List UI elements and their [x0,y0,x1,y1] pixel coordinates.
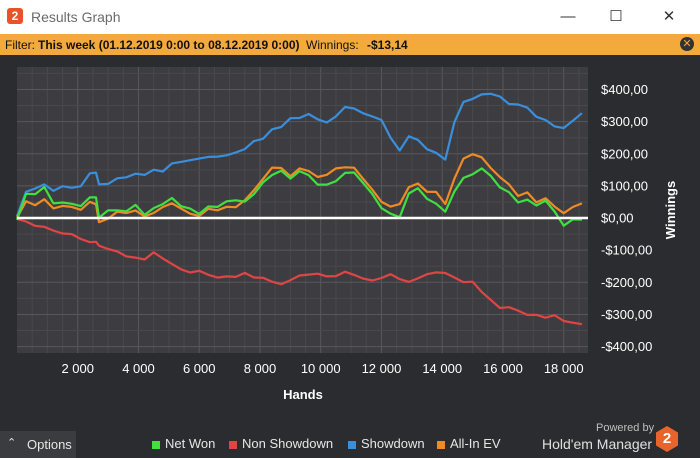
y-tick-label: $200,00 [601,146,648,161]
minimize-button[interactable]: — [560,8,576,25]
y-axis-label: Winnings [663,181,678,239]
series-line-showdown [15,92,583,217]
chevron-up-icon: ⌃ [7,437,17,449]
series-lines [15,92,588,326]
powered-by-text: Powered by [596,422,655,434]
y-tick-label: $100,00 [601,178,648,193]
y-tick-label: -$300,00 [601,307,652,322]
x-tick-label: 16 000 [483,361,523,376]
legend-label: Non Showdown [242,436,334,451]
x-axis-label: Hands [283,387,323,402]
app-logo-icon: 2 [7,8,23,24]
results-chart: 2 000 4 000 6 000 8 000 10 000 12 000 14 000 16… [0,55,700,431]
legend-swatch [348,440,356,449]
legend-swatch [152,440,160,449]
legend-label: Showdown [361,436,425,451]
winnings-label: Winnings: [306,38,359,52]
grid [17,67,588,353]
series-line-non-showdown [16,217,583,326]
x-tick-label: 10 000 [301,361,341,376]
series-line-all-in-ev [16,153,583,224]
legend-label: Net Won [165,436,216,451]
legend-item-non-showdown: Non Showdown [229,436,333,451]
title-bar: 2 Results Graph — ☐ ✕ [0,0,700,34]
series-line-net-won [15,167,582,227]
winnings-value: -$13,14 [367,38,408,52]
close-button[interactable]: ✕ [662,8,676,25]
legend-swatch [229,440,237,449]
legend-item-allin-ev: All-In EV [437,436,501,451]
product-name: Hold'em Manager [542,436,653,452]
legend-label: All-In EV [450,436,501,451]
x-tick-label: 14 000 [422,361,462,376]
x-tick-label: 18 000 [544,361,584,376]
x-tick-label: 12 000 [362,361,402,376]
window-title: Results Graph [31,9,121,25]
y-tick-label: $0,00 [601,211,634,226]
plot-area [17,67,588,353]
y-tick-label: -$100,00 [601,243,652,258]
x-tick-label: 8 000 [244,361,277,376]
filter-label: Filter: [5,38,35,52]
close-circle-icon[interactable]: ✕ [680,37,694,51]
legend-item-net-won: Net Won [152,436,215,451]
y-tick-label: -$400,00 [601,339,652,354]
y-axis-ticks: $400,00 $300,00 $200,00 $100,00 $0,00 -$100,0… [601,82,652,354]
legend-item-showdown: Showdown [348,436,425,451]
legend-swatch [437,440,445,449]
y-tick-label: -$200,00 [601,275,652,290]
x-tick-label: 2 000 [61,361,94,376]
x-axis-ticks: 2 000 4 000 6 000 8 000 10 000 12 000 14 000 16… [61,361,583,376]
maximize-button[interactable]: ☐ [609,8,623,25]
options-label: Options [27,437,72,452]
filter-bar: Filter: This week (01.12.2019 0:00 to 08… [0,34,700,55]
x-tick-label: 6 000 [183,361,216,376]
y-tick-label: $400,00 [601,82,648,97]
y-tick-label: $300,00 [601,114,648,129]
hem-logo-icon: 2 [656,426,678,452]
x-tick-label: 4 000 [122,361,155,376]
options-button[interactable]: ⌃ Options [0,431,76,458]
filter-value[interactable]: This week (01.12.2019 0:00 to 08.12.2019… [38,38,300,52]
